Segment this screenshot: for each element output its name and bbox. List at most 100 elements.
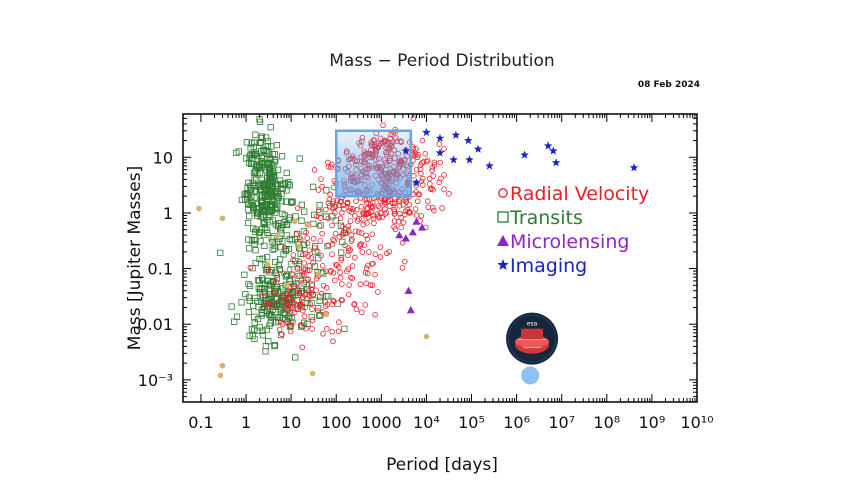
radial-velocity-marker — [427, 186, 434, 192]
other-marker — [283, 282, 290, 289]
transit-marker — [256, 118, 264, 125]
transit-marker — [288, 199, 295, 206]
transit-marker — [246, 332, 253, 339]
transit-marker — [274, 166, 282, 173]
radial-velocity-marker — [376, 214, 382, 221]
radial-velocity-marker — [426, 175, 433, 182]
other-marker — [264, 261, 271, 267]
radial-velocity-marker — [406, 201, 413, 208]
transit-marker — [260, 146, 267, 153]
other-marker — [196, 205, 202, 212]
radial-velocity-marker — [358, 216, 365, 222]
data-points — [196, 127, 639, 385]
radial-velocity-marker — [391, 218, 398, 224]
transit-marker — [259, 327, 266, 334]
radial-velocity-marker — [318, 176, 324, 182]
radial-velocity-marker — [396, 202, 403, 209]
transit-marker — [243, 139, 250, 146]
radial-velocity-marker — [306, 262, 313, 269]
transit-marker — [278, 185, 285, 193]
radial-velocity-marker — [347, 218, 354, 224]
transit-marker — [252, 247, 259, 254]
radial-velocity-marker — [365, 262, 371, 269]
transit-marker — [231, 318, 238, 325]
radial-velocity-marker — [310, 259, 316, 266]
radial-velocity-marker — [268, 301, 274, 308]
radial-velocity-marker — [330, 338, 336, 345]
radial-velocity-marker — [344, 199, 351, 206]
radial-velocity-marker — [309, 317, 316, 323]
transit-marker — [245, 294, 252, 301]
y-axis-label: Mass [Jupiter Masses] — [125, 166, 145, 350]
imaging-marker — [485, 161, 494, 170]
legend-symbol-imaging — [497, 259, 509, 270]
radial-velocity-marker — [332, 210, 338, 216]
radial-velocity-marker — [372, 251, 379, 258]
radial-velocity-marker — [329, 222, 335, 229]
radial-velocity-marker — [287, 290, 294, 297]
transit-marker — [252, 131, 259, 138]
transit-marker — [263, 134, 270, 141]
radial-velocity-marker — [329, 328, 335, 335]
radial-velocity-marker — [340, 230, 347, 236]
x-tick-label: 10 — [281, 413, 301, 432]
radial-velocity-marker — [247, 264, 254, 271]
transit-marker — [253, 153, 260, 160]
radial-velocity-marker — [316, 222, 323, 229]
radial-velocity-marker — [369, 282, 376, 289]
microlensing-marker — [412, 217, 421, 225]
transit-marker — [238, 196, 245, 204]
transit-marker — [255, 277, 263, 284]
x-tick-label: 0.1 — [188, 413, 213, 432]
radial-velocity-marker — [302, 304, 309, 311]
radial-velocity-marker — [296, 290, 303, 297]
transit-marker — [265, 287, 272, 294]
radial-velocity-marker — [353, 198, 359, 204]
radial-velocity-marker — [424, 157, 431, 164]
transit-marker — [271, 342, 278, 350]
radial-velocity-marker — [348, 232, 354, 238]
radial-velocity-marker — [280, 270, 287, 277]
transit-marker — [279, 185, 286, 192]
transit-marker — [252, 149, 259, 156]
radial-velocity-marker — [335, 328, 342, 335]
transit-marker — [266, 165, 273, 173]
transit-marker — [258, 164, 266, 172]
x-tick-label: 10¹⁰ — [680, 413, 713, 432]
transit-marker — [259, 332, 267, 339]
transit-marker — [312, 248, 319, 255]
transit-marker — [272, 221, 279, 228]
radial-velocity-marker — [372, 271, 378, 278]
transit-marker — [264, 195, 272, 202]
radial-velocity-marker — [391, 211, 398, 217]
transit-marker — [267, 155, 274, 162]
radial-velocity-marker — [424, 198, 431, 205]
radial-velocity-marker — [352, 213, 358, 219]
radial-velocity-marker — [413, 166, 420, 173]
radial-velocity-marker — [367, 282, 374, 288]
radial-velocity-marker — [352, 228, 359, 234]
transit-marker — [257, 199, 265, 206]
radial-velocity-marker — [370, 212, 377, 219]
radial-velocity-marker — [356, 229, 362, 235]
transit-marker — [269, 198, 276, 206]
radial-velocity-marker — [364, 270, 371, 277]
y-tick-label: 1 — [163, 204, 173, 223]
transit-marker — [273, 180, 280, 188]
transit-marker — [269, 239, 276, 246]
y-tick-label: 0.1 — [148, 260, 173, 279]
radial-velocity-marker — [402, 208, 409, 215]
radial-velocity-marker — [391, 208, 398, 215]
radial-velocity-marker — [366, 249, 372, 255]
radial-velocity-marker — [344, 252, 351, 259]
transit-marker — [257, 139, 264, 147]
radial-velocity-marker — [382, 206, 388, 213]
radial-velocity-marker — [337, 274, 344, 281]
radial-velocity-marker — [338, 198, 344, 205]
transit-marker — [265, 338, 272, 345]
imaging-marker — [551, 158, 561, 167]
x-tick-label: 100 — [321, 413, 352, 432]
radial-velocity-marker — [319, 290, 325, 297]
transit-marker — [271, 341, 279, 349]
radial-velocity-marker — [303, 229, 309, 236]
